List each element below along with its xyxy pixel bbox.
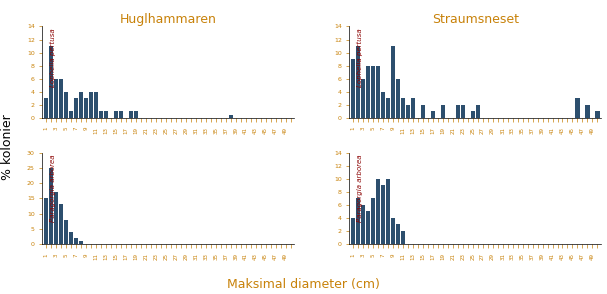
Bar xyxy=(430,111,435,118)
Bar xyxy=(59,204,63,244)
Bar xyxy=(575,98,580,118)
Bar xyxy=(376,179,380,244)
Bar xyxy=(461,105,465,118)
Bar xyxy=(391,46,395,118)
Bar xyxy=(470,111,475,118)
Bar xyxy=(129,111,133,118)
Bar xyxy=(351,59,355,118)
Bar xyxy=(49,46,53,118)
Bar xyxy=(104,111,108,118)
Bar xyxy=(441,105,445,118)
Bar xyxy=(456,105,460,118)
Text: Paragorgia arborea: Paragorgia arborea xyxy=(357,154,363,222)
Bar xyxy=(54,79,58,118)
Bar xyxy=(134,111,138,118)
Bar xyxy=(371,198,375,244)
Text: % kolonier: % kolonier xyxy=(1,114,14,180)
Bar xyxy=(64,220,68,244)
Bar xyxy=(69,232,73,244)
Text: Lophelia pertusa: Lophelia pertusa xyxy=(357,28,363,87)
Bar xyxy=(366,66,370,118)
Bar xyxy=(405,105,410,118)
Bar xyxy=(401,231,405,244)
Bar xyxy=(361,79,365,118)
Text: Paragorgia arborea: Paragorgia arborea xyxy=(50,154,56,222)
Bar xyxy=(64,92,68,118)
Bar xyxy=(114,111,118,118)
Bar xyxy=(391,218,395,244)
Bar xyxy=(93,92,98,118)
Title: Straumsneset: Straumsneset xyxy=(432,14,518,26)
Bar xyxy=(44,98,48,118)
Bar xyxy=(89,92,93,118)
Bar xyxy=(366,211,370,244)
Bar xyxy=(74,98,78,118)
Bar xyxy=(79,241,83,244)
Text: Maksimal diameter (cm): Maksimal diameter (cm) xyxy=(227,278,380,291)
Bar xyxy=(396,224,400,244)
Bar xyxy=(475,105,480,118)
Text: Lophelia pertusa: Lophelia pertusa xyxy=(50,28,56,87)
Bar xyxy=(385,179,390,244)
Bar xyxy=(381,92,385,118)
Bar xyxy=(356,46,360,118)
Bar xyxy=(421,105,425,118)
Title: Huglhammaren: Huglhammaren xyxy=(120,14,217,26)
Bar xyxy=(69,111,73,118)
Bar xyxy=(228,115,232,118)
Bar xyxy=(385,98,390,118)
Bar xyxy=(119,111,123,118)
Bar xyxy=(396,79,400,118)
Bar xyxy=(84,98,88,118)
Bar xyxy=(401,98,405,118)
Bar xyxy=(371,66,375,118)
Bar xyxy=(351,218,355,244)
Bar xyxy=(595,111,600,118)
Bar xyxy=(49,168,53,244)
Bar xyxy=(376,66,380,118)
Bar xyxy=(99,111,103,118)
Bar xyxy=(356,198,360,244)
Bar xyxy=(585,105,589,118)
Bar xyxy=(381,185,385,244)
Bar xyxy=(59,79,63,118)
Bar xyxy=(411,98,415,118)
Bar xyxy=(361,205,365,244)
Bar xyxy=(54,192,58,244)
Bar xyxy=(79,92,83,118)
Bar xyxy=(44,198,48,244)
Bar xyxy=(74,238,78,244)
